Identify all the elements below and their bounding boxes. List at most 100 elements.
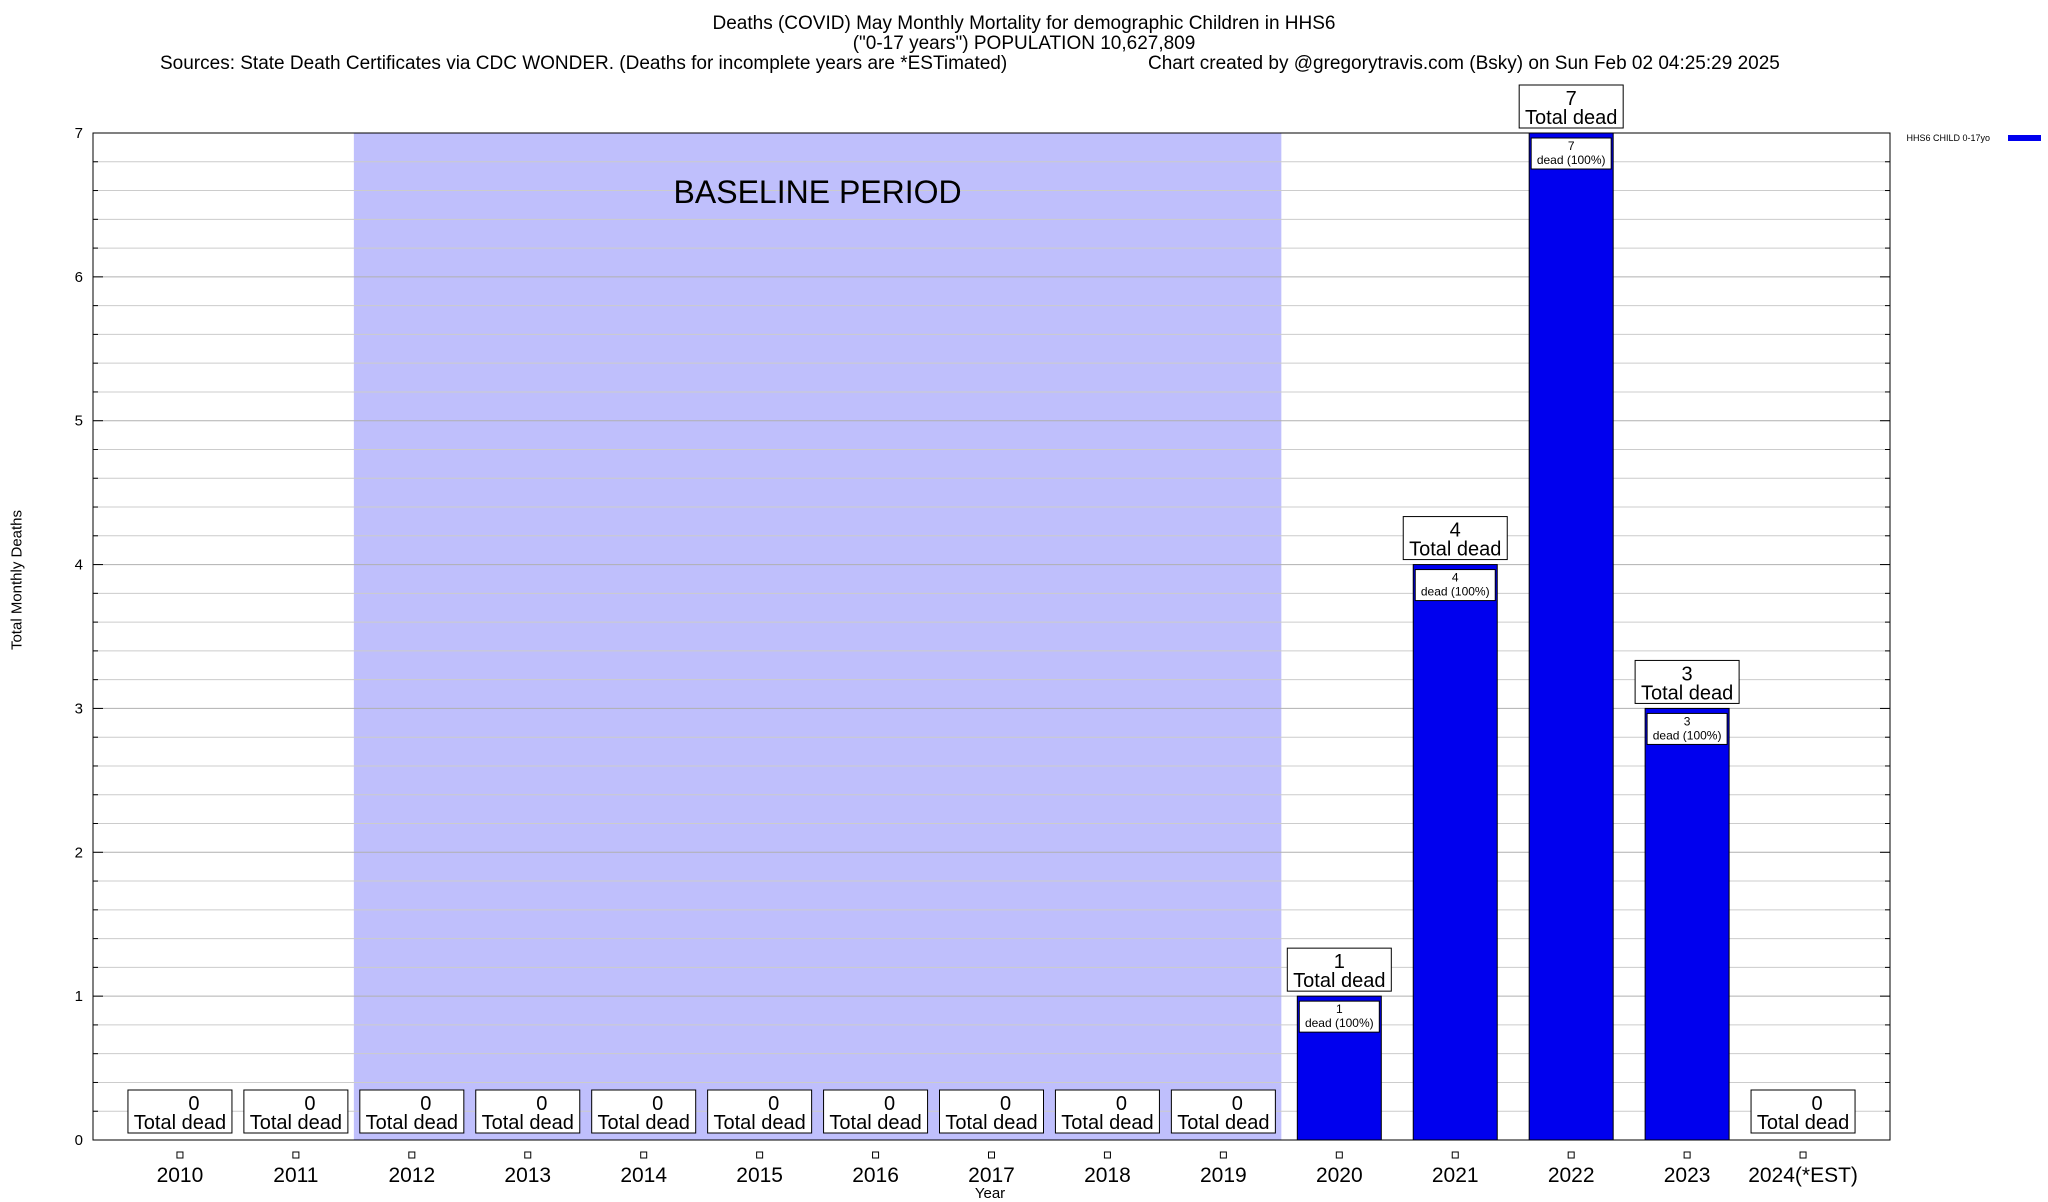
bar-total-value: 0: [1000, 1093, 1011, 1115]
chart-sources: Sources: State Death Certificates via CD…: [160, 53, 1008, 74]
bar-total-suffix: Total dead: [713, 1112, 805, 1134]
x-tick-marker: [1335, 1151, 1343, 1159]
bar-total-value: 0: [652, 1093, 663, 1115]
x-tick-label: 2018: [1084, 1164, 1131, 1187]
chart-subtitle: ("0-17 years") POPULATION 10,627,809: [852, 33, 1196, 54]
bar: [1644, 707, 1730, 1141]
bar-total-suffix: Total dead: [482, 1112, 574, 1134]
x-tick-label: 2019: [1200, 1164, 1247, 1187]
y-tick-label: 2: [75, 844, 83, 861]
x-tick-label: 2014: [620, 1164, 667, 1187]
x-tick-marker: [756, 1151, 764, 1159]
y-tick-label: 1: [75, 988, 83, 1005]
bar-total-suffix: Total dead: [134, 1112, 226, 1134]
bar-inner-label-box: [1298, 1000, 1380, 1033]
y-axis-label: Total Monthly Deaths: [8, 509, 26, 651]
bar-total-label-box: [475, 1089, 581, 1134]
x-tick-label: 2016: [852, 1164, 899, 1187]
x-tick-label: 2024(*EST): [1748, 1164, 1858, 1187]
bar-total-label-box: [1054, 1089, 1160, 1134]
bar-inner-suffix: dead (100%): [1305, 1016, 1374, 1030]
y-tick-label: 7: [75, 125, 83, 142]
bar-inner-label-box: [1646, 712, 1728, 745]
x-tick-marker: [292, 1151, 300, 1159]
bar-total-label-box: [243, 1089, 349, 1134]
bar-total-suffix: Total dead: [1061, 1112, 1153, 1134]
legend-swatch: [2008, 135, 2041, 141]
bar-inner-value: 7: [1568, 139, 1575, 153]
bar-total-label-box: [359, 1089, 465, 1134]
bar-total-value: 0: [1232, 1093, 1243, 1115]
chart-title: Deaths (COVID) May Monthly Mortality for…: [712, 13, 1336, 34]
x-tick-marker: [640, 1151, 648, 1159]
bar-inner-label-box: [1414, 569, 1496, 602]
x-tick-label: 2021: [1432, 1164, 1479, 1187]
baseline-period-shade: [353, 133, 1282, 1140]
bar-total-label-box: [1286, 947, 1392, 992]
x-tick-label: 2022: [1548, 1164, 1595, 1187]
bar-total-suffix: Total dead: [250, 1112, 342, 1134]
y-tick-label: 5: [75, 413, 83, 430]
legend-label: HHS6 CHILD 0-17yo: [1906, 133, 1990, 143]
x-tick-marker: [1683, 1151, 1691, 1159]
y-tick-label: 3: [75, 700, 83, 717]
bar-total-value: 0: [1811, 1093, 1822, 1115]
bar-total-label-box: [1402, 516, 1508, 561]
bar-total-suffix: Total dead: [945, 1112, 1037, 1134]
bar-total-value: 0: [768, 1093, 779, 1115]
bar-total-suffix: Total dead: [598, 1112, 690, 1134]
bar-inner-suffix: dead (100%): [1421, 585, 1490, 599]
bar-total-suffix: Total dead: [1293, 970, 1385, 992]
bar-total-label-box: [1634, 659, 1740, 704]
y-tick-label: 0: [75, 1132, 83, 1149]
x-tick-label: 2020: [1316, 1164, 1363, 1187]
bar-inner-value: 1: [1336, 1002, 1343, 1016]
bar-total-value: 0: [188, 1093, 199, 1115]
bar-total-label-box: [939, 1089, 1044, 1134]
x-tick-marker: [872, 1151, 880, 1159]
y-tick-label: 4: [75, 557, 83, 574]
x-tick-marker: [176, 1151, 184, 1159]
x-tick-marker: [988, 1151, 995, 1159]
bar-inner-label-box: [1530, 137, 1612, 170]
bar-total-suffix: Total dead: [1177, 1112, 1269, 1134]
x-tick-marker: [1451, 1151, 1459, 1159]
bar-inner-value: 4: [1452, 571, 1459, 585]
bar-total-suffix: Total dead: [829, 1112, 921, 1134]
x-tick-marker: [408, 1151, 416, 1159]
bar-inner-value: 3: [1684, 714, 1691, 728]
bar-total-label-box: [1750, 1089, 1856, 1134]
bar-total-value: 0: [420, 1093, 431, 1115]
baseline-period-label: BASELINE PERIOD: [674, 174, 962, 210]
x-tick-marker: [1567, 1151, 1575, 1159]
plot-frame: [92, 132, 1891, 1141]
bar-total-label-box: [707, 1089, 813, 1134]
x-tick-label: 2010: [157, 1164, 204, 1187]
bar-inner-suffix: dead (100%): [1537, 153, 1606, 167]
x-tick-label: 2012: [388, 1164, 435, 1187]
bar-total-suffix: Total dead: [1757, 1112, 1849, 1134]
bar-total-value: 3: [1682, 663, 1693, 685]
bar-total-suffix: Total dead: [366, 1112, 458, 1134]
bar-total-suffix: Total dead: [1409, 539, 1501, 561]
x-tick-label: 2023: [1664, 1164, 1711, 1187]
bar-total-label-box: [1518, 84, 1624, 129]
y-tick-label: 6: [75, 269, 83, 286]
bar-total-label-box: [1170, 1089, 1276, 1134]
bar-total-value: 4: [1450, 520, 1461, 542]
x-tick-label: 2011: [273, 1164, 318, 1187]
bar-total-suffix: Total dead: [1641, 682, 1733, 704]
bar-total-value: 1: [1334, 951, 1345, 973]
x-axis-label: Year: [974, 1185, 1006, 1202]
bar-total-suffix: Total dead: [1525, 107, 1617, 129]
bar-inner-suffix: dead (100%): [1653, 728, 1722, 742]
bar-total-value: 0: [884, 1093, 895, 1115]
bar-total-label-box: [823, 1089, 929, 1134]
bar: [1528, 132, 1614, 1141]
bar: [1412, 564, 1498, 1141]
x-tick-marker: [1103, 1151, 1111, 1159]
x-tick-label: 2015: [736, 1164, 783, 1187]
bar-total-value: 0: [1116, 1093, 1127, 1115]
x-tick-marker: [1799, 1151, 1807, 1159]
